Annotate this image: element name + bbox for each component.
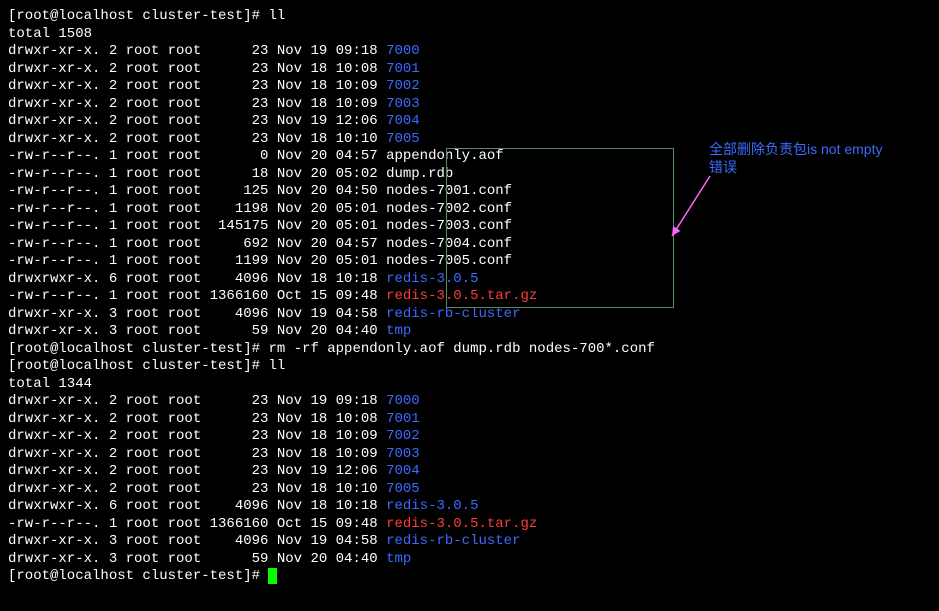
file-name: tmp xyxy=(386,551,411,567)
ls-row-b-3: drwxr-xr-x. 2 root root 23 Nov 18 10:09 … xyxy=(8,446,931,464)
ls-row-b-7: -rw-r--r--. 1 root root 1366160 Oct 15 0… xyxy=(8,516,931,534)
ls-row-a-1: drwxr-xr-x. 2 root root 23 Nov 18 10:08 … xyxy=(8,61,931,79)
ls-row-a-4: drwxr-xr-x. 2 root root 23 Nov 19 12:06 … xyxy=(8,113,931,131)
ls-row-b-6: drwxrwxr-x. 6 root root 4096 Nov 18 10:1… xyxy=(8,498,931,516)
file-name: 7000 xyxy=(386,393,420,409)
file-name: 7003 xyxy=(386,446,420,462)
cursor-icon xyxy=(268,568,277,584)
file-name: redis-3.0.5.tar.gz xyxy=(386,516,537,532)
ls-row-b-8: drwxr-xr-x. 3 root root 4096 Nov 19 04:5… xyxy=(8,533,931,551)
prompt-line-3: [root@localhost cluster-test]# ll xyxy=(8,358,931,376)
file-name: 7002 xyxy=(386,78,420,94)
ls-row-b-2: drwxr-xr-x. 2 root root 23 Nov 18 10:09 … xyxy=(8,428,931,446)
ls-row-a-3: drwxr-xr-x. 2 root root 23 Nov 18 10:09 … xyxy=(8,96,931,114)
file-name: 7002 xyxy=(386,428,420,444)
ls-row-b-5: drwxr-xr-x. 2 root root 23 Nov 18 10:10 … xyxy=(8,481,931,499)
file-name: 7003 xyxy=(386,96,420,112)
ls-row-b-9: drwxr-xr-x. 3 root root 59 Nov 20 04:40 … xyxy=(8,551,931,569)
file-name: redis-3.0.5 xyxy=(386,498,478,514)
file-name: 7000 xyxy=(386,43,420,59)
ls-row-b-1: drwxr-xr-x. 2 root root 23 Nov 18 10:08 … xyxy=(8,411,931,429)
file-name: 7001 xyxy=(386,61,420,77)
annotation-box xyxy=(446,148,674,308)
file-name: redis-rb-cluster xyxy=(386,533,520,549)
ls-row-a-0: drwxr-xr-x. 2 root root 23 Nov 19 09:18 … xyxy=(8,43,931,61)
ls-row-a-2: drwxr-xr-x. 2 root root 23 Nov 18 10:09 … xyxy=(8,78,931,96)
ls-row-b-0: drwxr-xr-x. 2 root root 23 Nov 19 09:18 … xyxy=(8,393,931,411)
prompt-line-4[interactable]: [root@localhost cluster-test]# xyxy=(8,568,931,586)
annotation-text: 全部删除负责包is not empty 错误 xyxy=(709,140,882,176)
ls-row-a-16: drwxr-xr-x. 3 root root 59 Nov 20 04:40 … xyxy=(8,323,931,341)
file-name: tmp xyxy=(386,323,411,339)
file-name: dump.rdb xyxy=(386,166,453,182)
file-name: 7005 xyxy=(386,131,420,147)
prompt-line-2: [root@localhost cluster-test]# rm -rf ap… xyxy=(8,341,931,359)
file-name: 7001 xyxy=(386,411,420,427)
total-line-2: total 1344 xyxy=(8,376,931,394)
file-name: 7005 xyxy=(386,481,420,497)
file-name: 7004 xyxy=(386,113,420,129)
file-name: 7004 xyxy=(386,463,420,479)
prompt-line-1: [root@localhost cluster-test]# ll xyxy=(8,8,931,26)
ls-row-a-15: drwxr-xr-x. 3 root root 4096 Nov 19 04:5… xyxy=(8,306,931,324)
ls-row-b-4: drwxr-xr-x. 2 root root 23 Nov 19 12:06 … xyxy=(8,463,931,481)
total-line-1: total 1508 xyxy=(8,26,931,44)
